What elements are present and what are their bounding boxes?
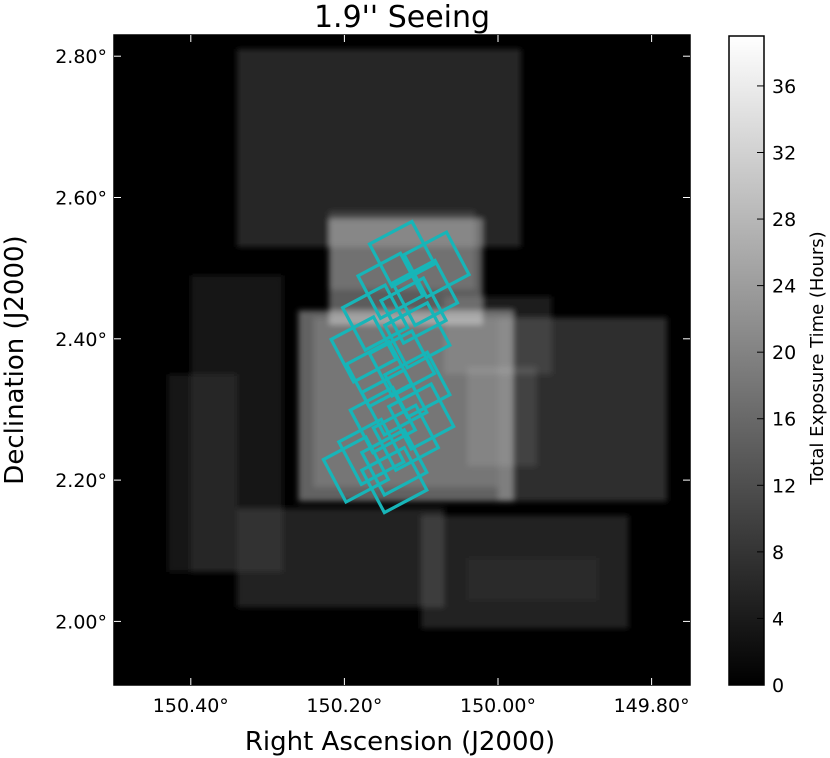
colorbar-tick-label: 20 (772, 342, 796, 364)
colorbar-tick-label: 12 (772, 475, 796, 497)
pointing-footprint (321, 434, 391, 505)
y-tick-label: 2.80° (55, 46, 107, 68)
colorbar-tick-label: 24 (772, 276, 796, 298)
colorbar-tick-label: 32 (772, 142, 796, 164)
colorbar-tick-label: 4 (772, 608, 784, 630)
colorbar-tick-label: 8 (772, 542, 784, 564)
x-tick-label: 150.40° (153, 695, 229, 717)
y-axis-label: Declination (J2000) (0, 235, 30, 484)
x-tick-label: 150.20° (306, 695, 382, 717)
pointing-footprint (344, 339, 414, 409)
x-tick-label: 150.00° (460, 695, 536, 717)
pointing-footprint (371, 403, 441, 473)
colorbar-tick-label: 16 (772, 409, 796, 431)
colorbar-label: Total Exposure Time (Hours) (807, 231, 828, 485)
exposure-region (236, 508, 445, 608)
colorbar-tick-label: 36 (772, 76, 796, 98)
x-tick-label: 149.80° (614, 695, 690, 717)
pointing-footprints (321, 219, 472, 515)
exposure-heatmap (167, 49, 667, 629)
y-tick-label: 2.40° (55, 329, 107, 351)
pointing-footprint (328, 314, 399, 385)
colorbar-tick-label: 28 (772, 209, 796, 231)
exposure-region (467, 557, 598, 601)
x-axis-label: Right Ascension (J2000) (245, 727, 555, 757)
colorbar (728, 35, 765, 686)
pointing-footprint (359, 427, 429, 498)
colorbar-tick-label: 0 (772, 675, 784, 697)
pointing-footprint (359, 445, 429, 515)
exposure-region (167, 374, 237, 572)
exposure-region (313, 317, 498, 488)
pointing-footprint (390, 258, 460, 328)
x-axis-ticks: 150.40° 150.20° 150.00° 149.80° (153, 35, 690, 717)
y-axis-ticks: 2.80° 2.60° 2.40° 2.20° 2.00° (55, 46, 690, 633)
pointing-footprint (336, 417, 406, 487)
y-tick-label: 2.00° (55, 611, 107, 633)
chart-title: 1.9'' Seeing (314, 0, 490, 35)
plot-frame (113, 34, 691, 686)
y-tick-label: 2.20° (55, 470, 107, 492)
heatmap-regions (167, 49, 667, 629)
colorbar-ticks: 0 4 8 12 16 20 24 28 32 36 (757, 76, 796, 697)
y-tick-label: 2.60° (55, 188, 107, 210)
